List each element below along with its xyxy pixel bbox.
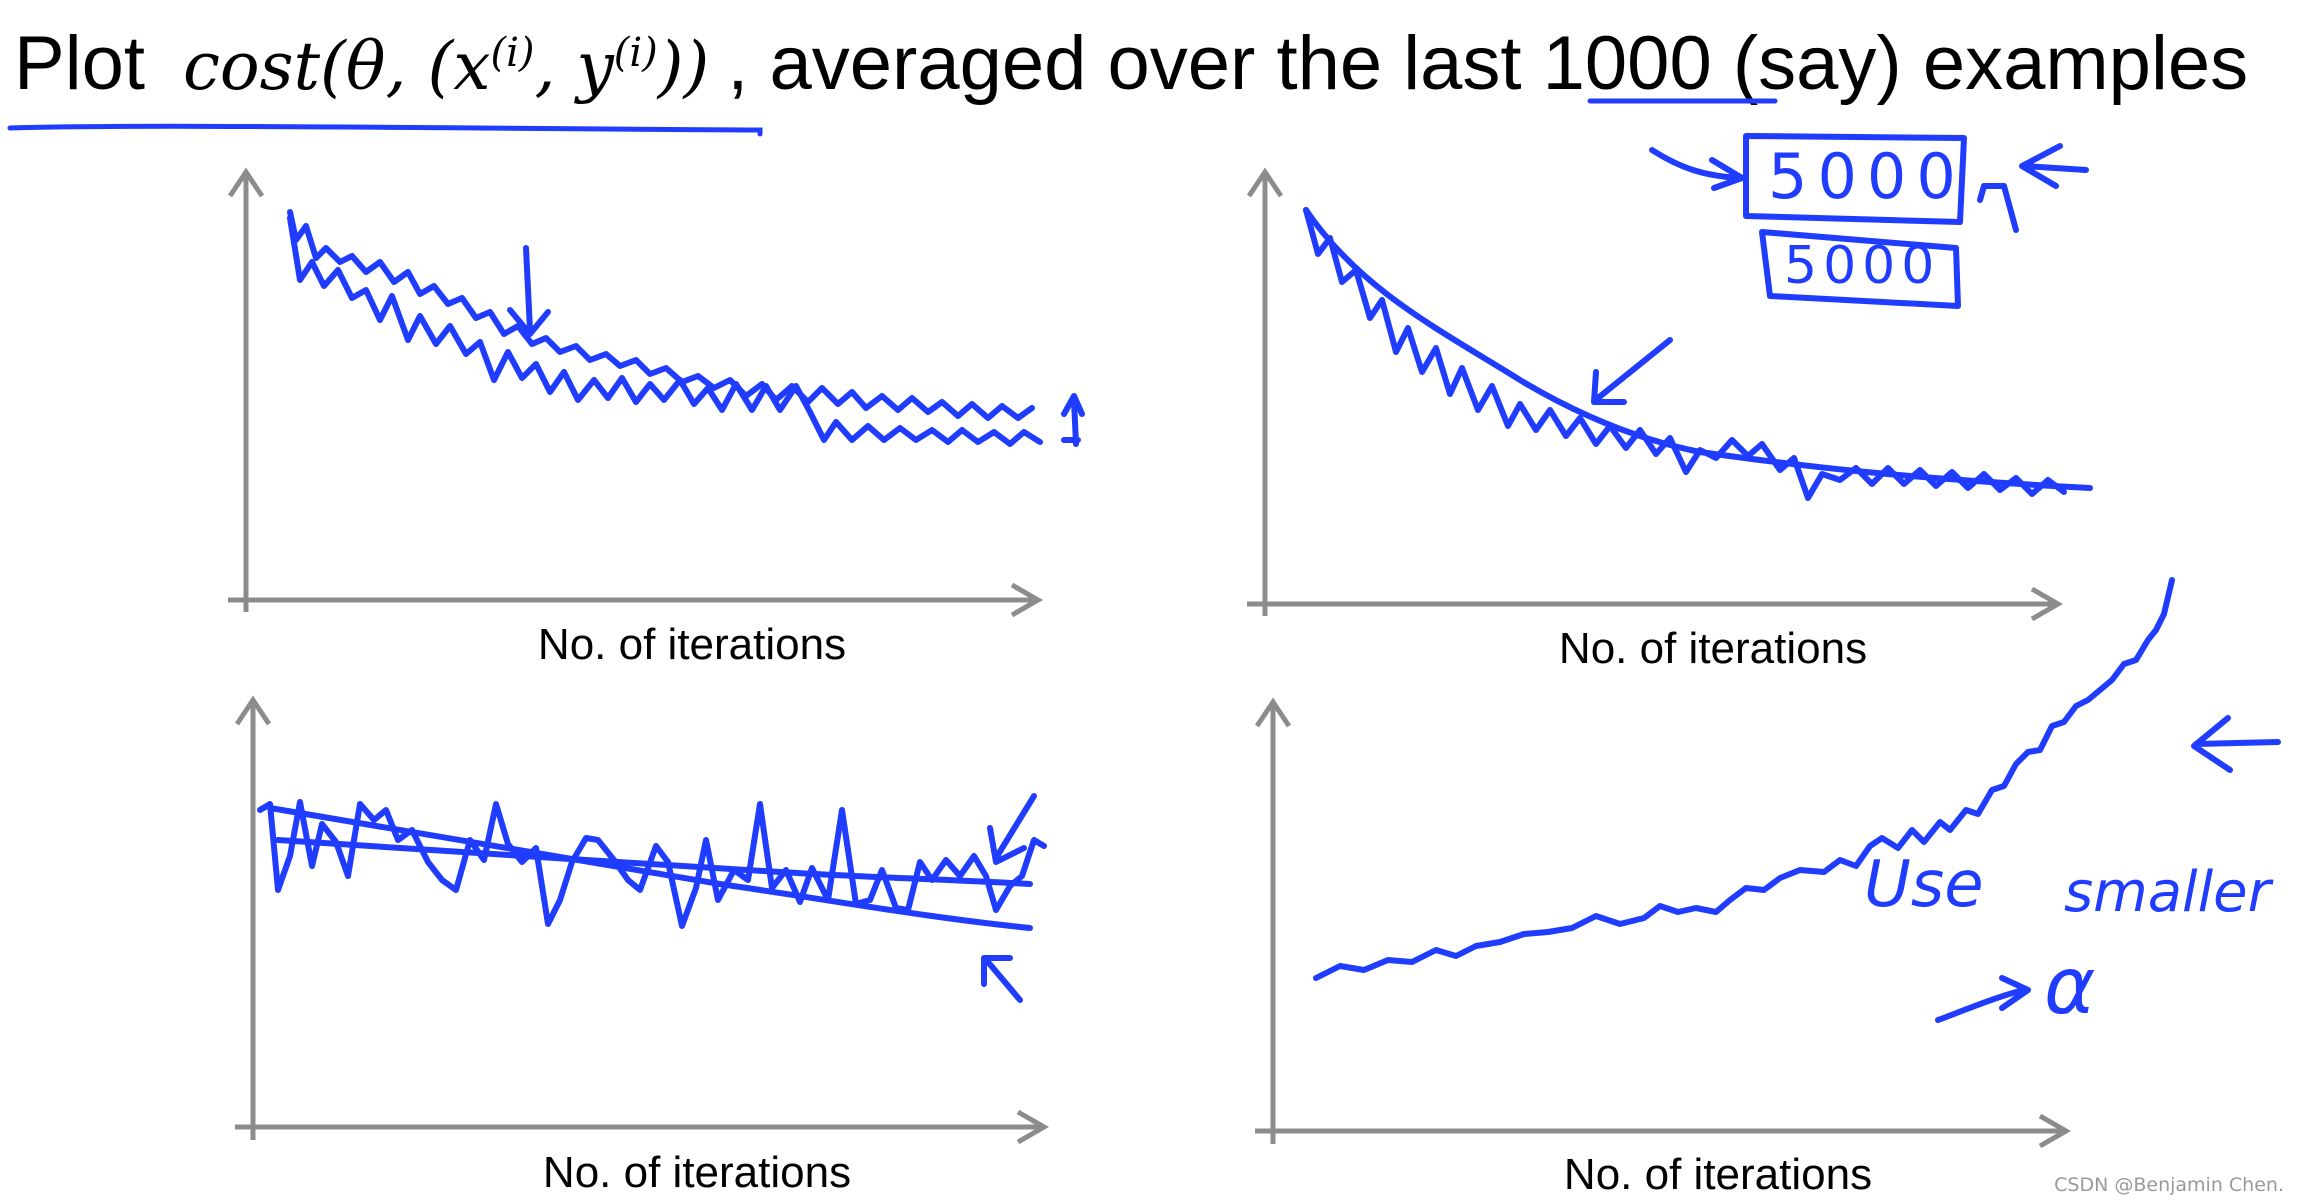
panel3-line-flat-1 xyxy=(275,837,1033,887)
title-text-a: , averaged over the last xyxy=(727,21,1543,106)
panel1-curve-upper xyxy=(287,209,1035,421)
note-smaller: smaller xyxy=(2064,860,2271,925)
box-arrow-right xyxy=(2019,143,2089,189)
box-bottom-frame xyxy=(1759,229,1961,309)
panel3-y-arrowhead xyxy=(234,695,272,726)
panel2-curve-smooth xyxy=(1303,207,2093,491)
title-number: 1000 xyxy=(1542,21,1712,106)
note-use: Use xyxy=(1864,848,1984,922)
panel1-curve-lower xyxy=(287,215,1043,447)
box-top-label: 5000 xyxy=(1768,140,1966,213)
panel3-curve-noisy xyxy=(257,799,1047,929)
panel4-y-arrowhead xyxy=(1254,697,1292,728)
panel3-arrow-top xyxy=(987,793,1037,865)
slide-title: Plot cost(θ, (x(i), y(i))), averaged over… xyxy=(14,20,2248,107)
title-text-b: (say) examples xyxy=(1711,21,2249,106)
box-bottom-label: 5000 xyxy=(1784,236,1941,296)
panel3-xlabel: No. of iterations xyxy=(542,1148,852,1197)
panel1-arrow-down xyxy=(507,245,551,337)
panel2-x-arrowhead xyxy=(2030,586,2064,622)
panel1-xlabel: No. of iterations xyxy=(537,620,847,669)
panel3-arrow-bottom xyxy=(981,955,1023,1003)
panel2-y-arrowhead xyxy=(1246,167,1284,198)
note-alpha: α xyxy=(2044,942,2096,1032)
panel4-arrow xyxy=(2191,715,2281,773)
panel2-xlabel: No. of iterations xyxy=(1558,624,1868,673)
panel2-curve-noisy xyxy=(1303,207,2067,501)
panel2-arrow xyxy=(1591,337,1673,405)
panel4-xlabel: No. of iterations xyxy=(1563,1150,1873,1199)
panel4-x-arrowhead xyxy=(2038,1113,2072,1149)
panel1-arrow-up xyxy=(1061,393,1085,447)
watermark-credit: CSDN @Benjamin Chen. xyxy=(2054,1174,2284,1196)
underline-formula xyxy=(7,123,763,137)
box-top-frame xyxy=(1743,133,1967,225)
cost-formula: cost(θ, (x(i), y(i))) xyxy=(182,28,710,105)
panel1-y-arrowhead xyxy=(227,167,265,198)
box-arrow-left xyxy=(1649,147,1745,191)
title-plot-word: Plot xyxy=(14,21,145,106)
alpha-arrow xyxy=(1935,975,2031,1023)
panel1-x-arrowhead xyxy=(1010,582,1044,618)
panel3-x-arrowhead xyxy=(1016,1109,1050,1145)
box-arrow-small xyxy=(1977,183,2019,233)
panel4-curve-rising xyxy=(1313,577,2175,981)
